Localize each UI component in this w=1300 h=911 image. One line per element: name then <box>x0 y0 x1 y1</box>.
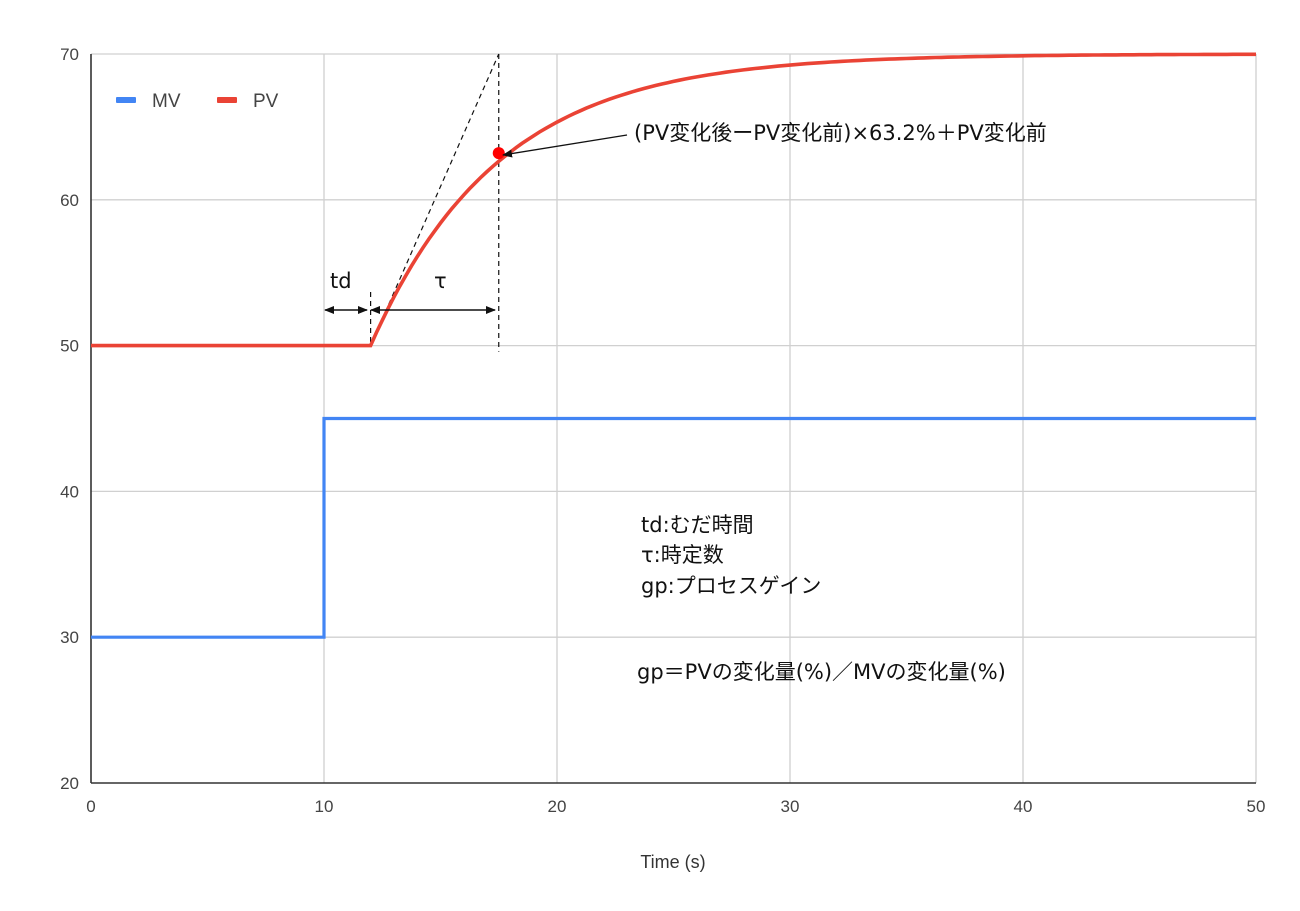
tangent-line <box>370 53 500 346</box>
tau-label: τ <box>434 269 447 293</box>
legend-pv-swatch <box>217 97 237 103</box>
legend: MV PV <box>116 91 279 112</box>
td-label: td <box>330 269 352 293</box>
x-tick-labels: 0 10 20 30 40 50 <box>86 797 1265 816</box>
gain-formula: gp＝PVの変化量(%)／MVの変化量(%) <box>637 660 1006 684</box>
x-tick-label-40: 40 <box>1014 797 1033 816</box>
x-tick-label-0: 0 <box>86 797 95 816</box>
arrow-note: (PV変化後ーPV変化前)×63.2%＋PV変化前 <box>634 121 1047 145</box>
x-axis-title: Time (s) <box>640 852 705 872</box>
x-tick-label-50: 50 <box>1247 797 1266 816</box>
legend-mv-swatch <box>116 97 136 103</box>
y-tick-label-20: 20 <box>60 774 79 793</box>
legend-pv-label: PV <box>253 91 279 112</box>
definition-tau: τ:時定数 <box>641 543 724 567</box>
tangent-guides <box>370 53 500 352</box>
mv-series-line <box>91 416 1256 639</box>
y-tick-label-40: 40 <box>60 482 79 501</box>
axes <box>90 54 1256 784</box>
definition-td: td:むだ時間 <box>641 513 754 537</box>
pv-series-line <box>91 52 1256 348</box>
y-tick-label-30: 30 <box>60 628 79 647</box>
definition-gp: gp:プロセスゲイン <box>641 574 821 598</box>
x-tick-label-20: 20 <box>548 797 567 816</box>
y-tick-labels: 20 30 40 50 60 70 <box>60 45 79 793</box>
legend-mv-label: MV <box>152 91 181 112</box>
y-tick-label-50: 50 <box>60 337 79 356</box>
y-tick-label-60: 60 <box>60 191 79 210</box>
x-tick-label-30: 30 <box>781 797 800 816</box>
y-tick-label-70: 70 <box>60 45 79 64</box>
x-tick-label-10: 10 <box>315 797 334 816</box>
note-pointer-arrow <box>502 134 628 158</box>
63-percent-point-marker <box>492 147 505 160</box>
